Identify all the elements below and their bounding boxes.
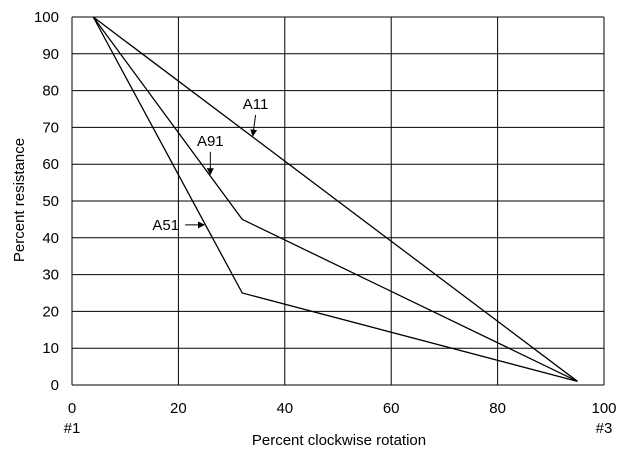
y-tick-label: 30: [42, 267, 59, 284]
series-line-a11: [92, 16, 578, 382]
x-end-label-right: #3: [596, 420, 613, 437]
x-tick-label: 40: [276, 400, 293, 417]
x-axis-label: Percent clockwise rotation: [252, 432, 426, 449]
y-tick-label: 60: [42, 156, 59, 173]
annotation-label-a51: A51: [152, 217, 179, 234]
y-tick-label: 100: [34, 9, 59, 26]
annotation-label-a91: A91: [197, 133, 224, 150]
series-line-a91: [92, 16, 578, 382]
y-axis-label: Percent resistance: [11, 138, 28, 262]
y-tick-label: 40: [42, 230, 59, 247]
y-tick-label: 80: [42, 83, 59, 100]
y-tick-label: 20: [42, 303, 59, 320]
y-tick-label: 50: [42, 193, 59, 210]
x-tick-label: 20: [170, 400, 187, 417]
x-tick-label: 60: [383, 400, 400, 417]
series-lines: [92, 16, 578, 382]
annotation-label-a11: A11: [243, 96, 269, 113]
y-tick-label: 0: [51, 377, 59, 394]
x-tick-label: 100: [591, 400, 616, 417]
y-tick-label: 10: [42, 340, 59, 357]
y-tick-label: 90: [42, 46, 59, 63]
annotations: A11 A91 A51: [152, 96, 268, 234]
x-tick-label: 80: [489, 400, 506, 417]
y-tick-label: 70: [42, 119, 59, 136]
x-tick-label: 0: [68, 400, 76, 417]
series-line-a51: [92, 16, 578, 382]
annotation-arrow-a11: [250, 114, 258, 137]
tick-labels: 0 10 20 30 40 50 60 70 80 90 100 0 20 40 60 80 100 #1 #3: [34, 9, 617, 437]
x-end-label-left: #1: [64, 420, 81, 437]
